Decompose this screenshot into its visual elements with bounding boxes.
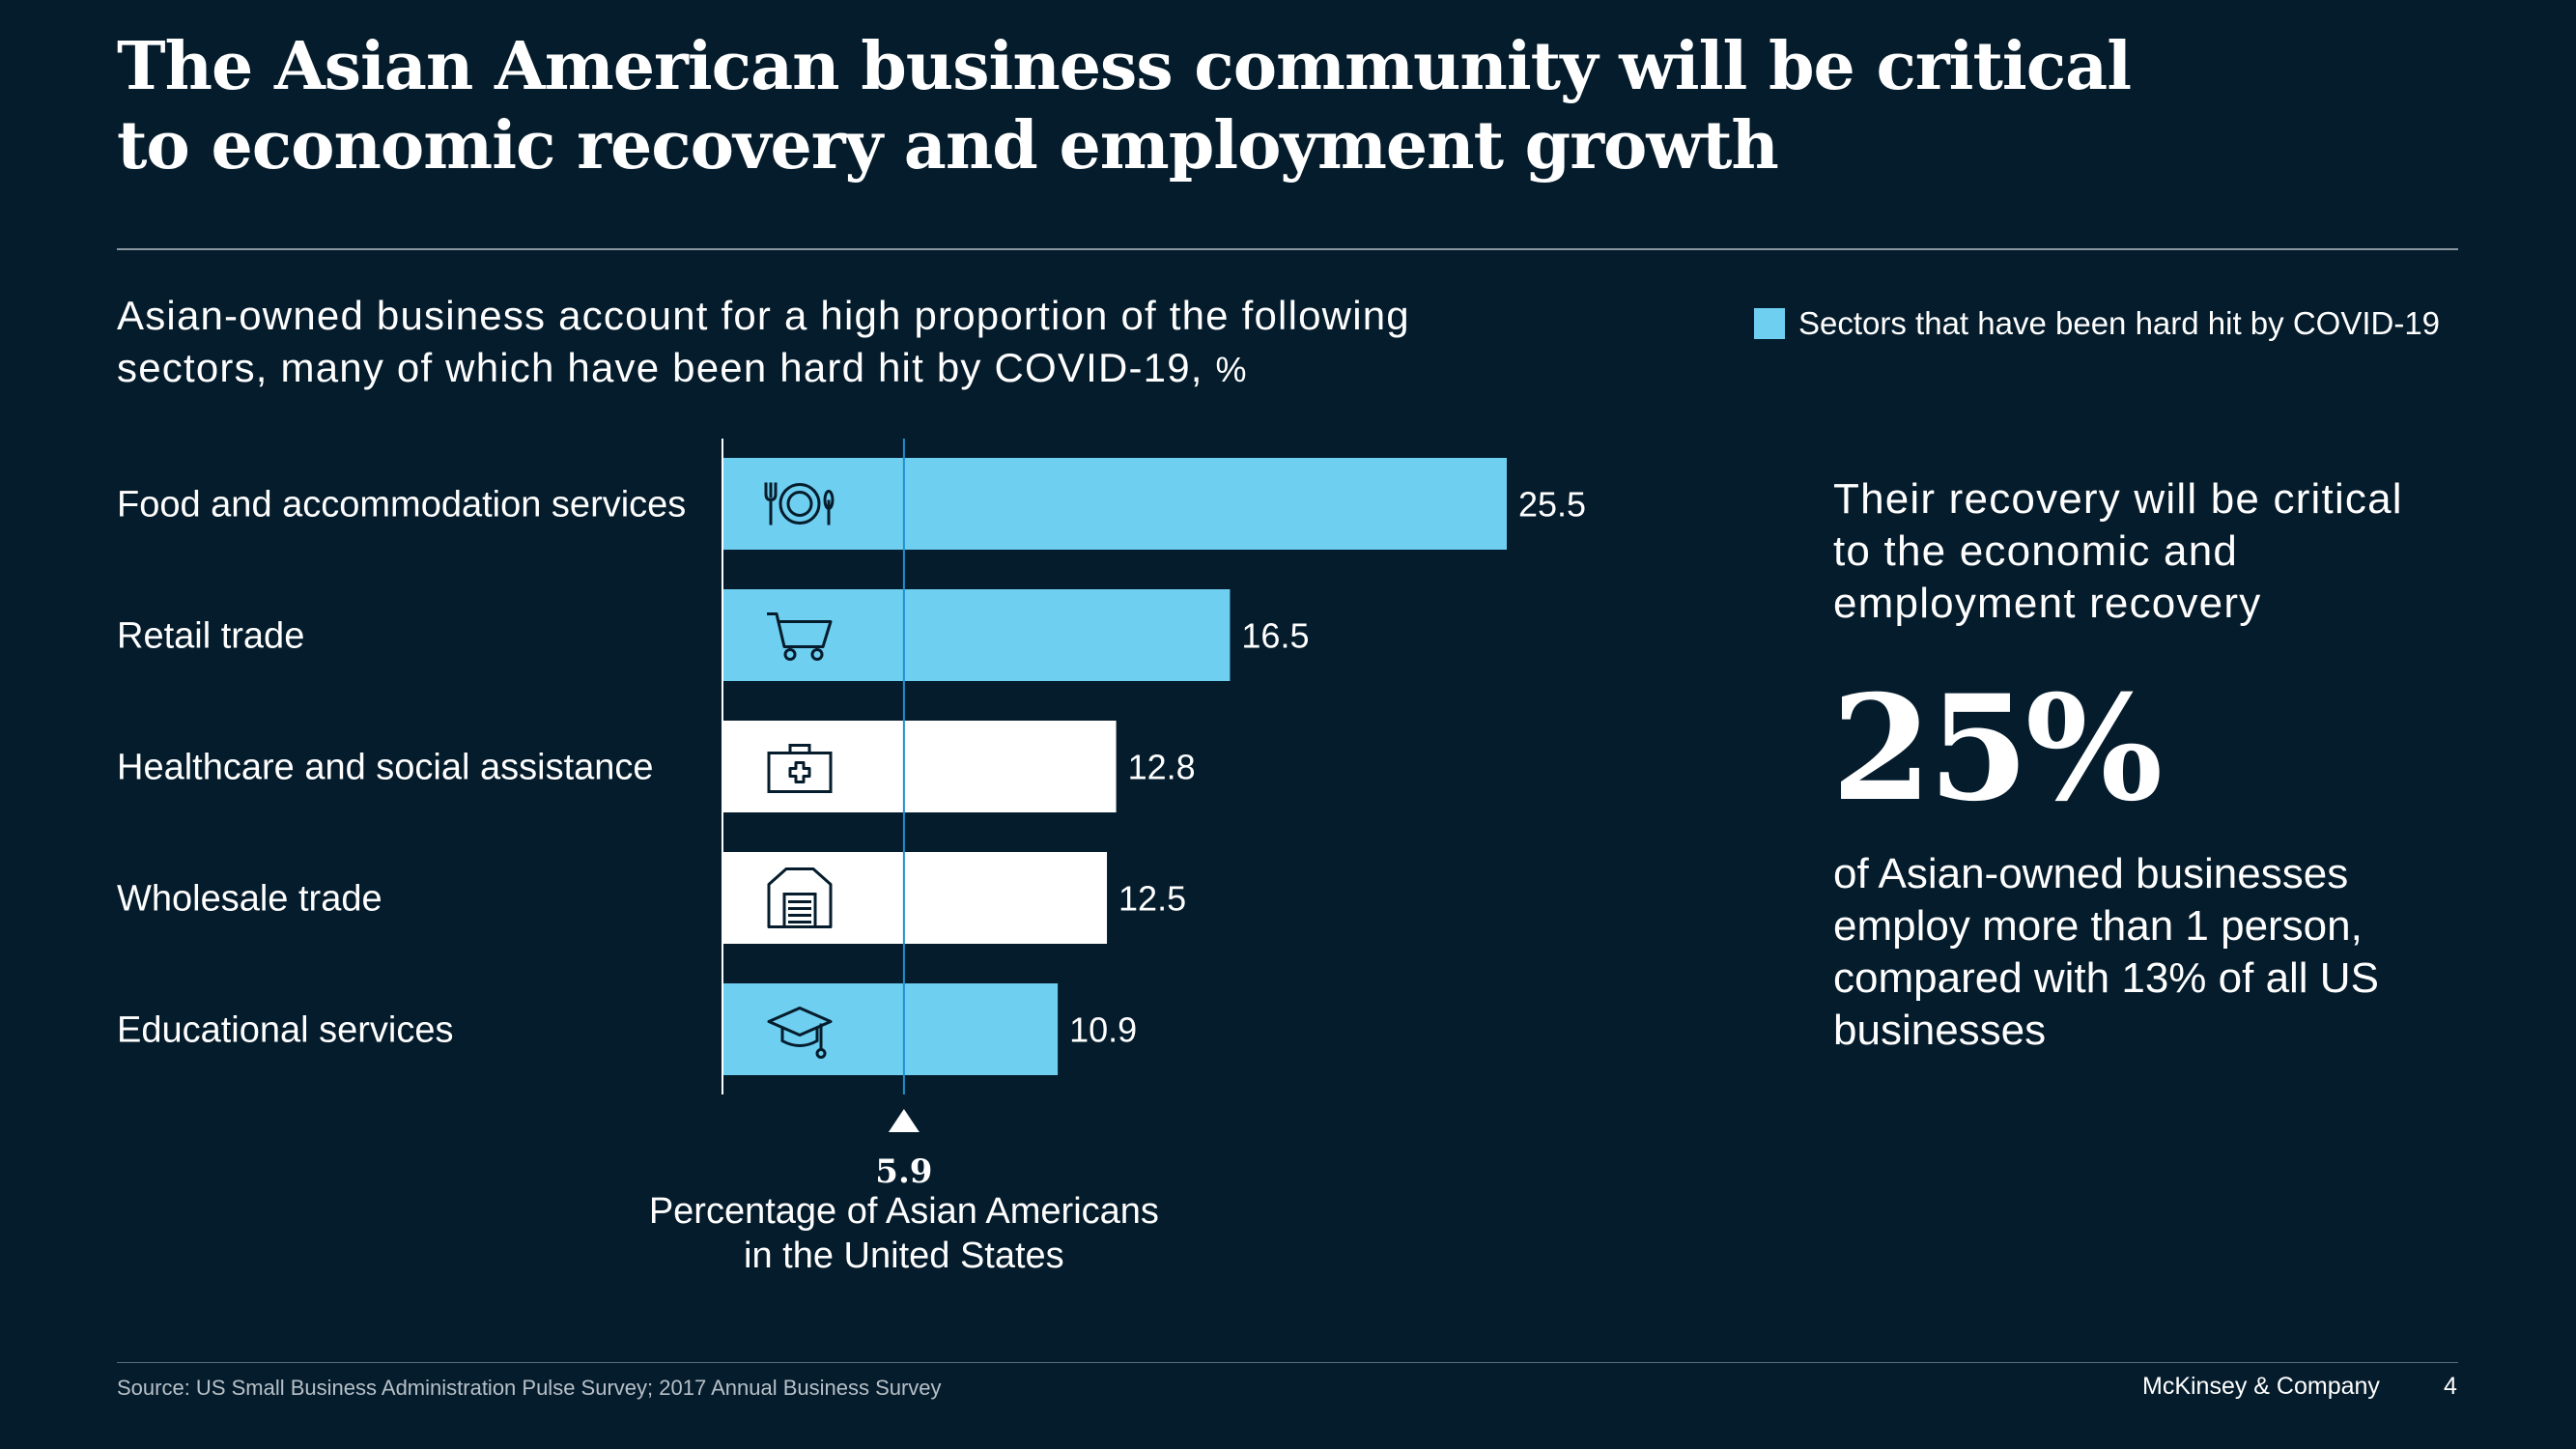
value-label: 12.5 bbox=[1118, 879, 1186, 919]
bar bbox=[722, 721, 1117, 812]
legend-label: Sectors that have been hard hit by COVID… bbox=[1798, 305, 2441, 341]
value-label: 10.9 bbox=[1069, 1010, 1137, 1050]
reference-value: 5.9 bbox=[875, 1152, 932, 1191]
subtitle-line-1: Asian-owned business account for a high … bbox=[117, 293, 1410, 338]
chart-subtitle: Asian-owned business account for a high … bbox=[117, 290, 1624, 396]
subtitle-unit: % bbox=[1215, 350, 1248, 389]
warehouse-icon bbox=[767, 867, 833, 928]
graduation-cap-icon bbox=[767, 1007, 833, 1059]
page-number: 4 bbox=[2444, 1373, 2457, 1400]
bar-chart: Food and accommodation services 25.5 Retai… bbox=[117, 439, 1586, 1276]
reference-label-line-2: in the United States bbox=[744, 1236, 1064, 1276]
category-label: Educational services bbox=[117, 1010, 454, 1051]
category-label: Healthcare and social assistance bbox=[117, 748, 654, 788]
value-label: 12.8 bbox=[1128, 748, 1196, 787]
title-line-1: The Asian American business community wi… bbox=[117, 28, 2132, 105]
medical-kit-icon bbox=[767, 744, 833, 793]
big-stat: 25% bbox=[1831, 664, 2163, 834]
reference-label-line-1: Percentage of Asian Americans bbox=[649, 1191, 1159, 1232]
stat-line-3: compared with 13% of all US bbox=[1833, 954, 2379, 1002]
stat-line-4: businesses bbox=[1833, 1007, 2047, 1054]
shopping-cart-icon bbox=[767, 612, 833, 661]
bar bbox=[722, 589, 1231, 681]
category-label: Retail trade bbox=[117, 616, 304, 657]
subtitle-line-2: sectors, many of which have been hard hi… bbox=[117, 342, 1624, 396]
plate-cutlery-icon bbox=[764, 482, 835, 526]
side-heading-line-3: employment recovery bbox=[1833, 580, 2262, 627]
brand-name: McKinsey & Company bbox=[2142, 1373, 2380, 1400]
header-divider bbox=[117, 248, 2458, 250]
side-heading-line-1: Their recovery will be critical bbox=[1833, 475, 2403, 523]
subtitle-line-2-text: sectors, many of which have been hard hi… bbox=[117, 345, 1203, 390]
stat-description: of Asian-owned businesses employ more th… bbox=[1833, 848, 2490, 1057]
side-heading-line-2: to the economic and bbox=[1833, 527, 2239, 575]
reference-marker-icon bbox=[888, 1109, 920, 1132]
bar bbox=[722, 852, 1108, 944]
category-label: Wholesale trade bbox=[117, 879, 382, 920]
page-title: The Asian American business community wi… bbox=[117, 27, 2338, 185]
bar bbox=[722, 983, 1059, 1075]
bar bbox=[722, 458, 1507, 550]
stat-line-1: of Asian-owned businesses bbox=[1833, 850, 2349, 897]
chart-legend: Sectors that have been hard hit by COVID… bbox=[1754, 305, 2440, 342]
stat-line-2: employ more than 1 person, bbox=[1833, 902, 2363, 950]
footer-divider bbox=[117, 1362, 2458, 1363]
value-label: 25.5 bbox=[1518, 485, 1586, 525]
legend-swatch bbox=[1754, 308, 1785, 339]
category-label: Food and accommodation services bbox=[117, 485, 686, 526]
value-label: 16.5 bbox=[1241, 616, 1309, 656]
title-line-2: to economic recovery and employment grow… bbox=[117, 107, 1779, 185]
side-heading: Their recovery will be critical to the e… bbox=[1833, 473, 2490, 630]
source-note: Source: US Small Business Administration… bbox=[117, 1376, 942, 1400]
